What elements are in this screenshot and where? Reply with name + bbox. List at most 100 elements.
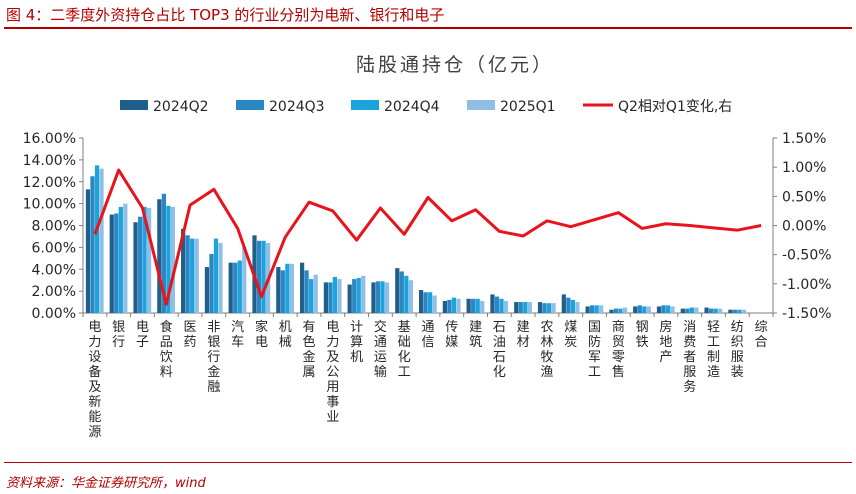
bar: [90, 176, 95, 313]
bar: [503, 300, 509, 313]
title-divider: [4, 27, 852, 29]
bar: [356, 278, 361, 313]
bar: [665, 305, 671, 313]
bar: [228, 262, 233, 313]
bar: [561, 294, 566, 313]
bar: [499, 298, 504, 313]
bar: [680, 308, 685, 314]
bar: [599, 305, 604, 313]
bar: [380, 281, 385, 313]
bar: [299, 262, 305, 313]
bar: [194, 238, 199, 314]
source-note: 资料来源：华金证券研究所，wind: [6, 476, 206, 491]
legend-label: 2024Q3: [269, 99, 325, 115]
right-tick-label: 1.50%: [782, 131, 826, 147]
left-tick-label: 14.00%: [23, 153, 76, 169]
bar: [213, 238, 219, 314]
bar: [261, 240, 266, 313]
bar: [709, 308, 714, 314]
x-tick-label: 机械: [279, 320, 292, 350]
bar: [594, 305, 599, 313]
bar: [395, 268, 400, 313]
bar: [114, 213, 119, 313]
right-tick-label: -0.50%: [782, 248, 832, 264]
bar: [537, 302, 543, 313]
bar: [689, 307, 694, 313]
x-tick-label: 轻工制造: [707, 320, 720, 380]
bar: [399, 271, 404, 313]
bar: [646, 306, 651, 313]
bar: [361, 275, 366, 313]
bar: [280, 270, 285, 313]
x-tick-label: 国防军工: [588, 320, 601, 380]
bar: [542, 303, 547, 313]
bars: [85, 165, 747, 314]
right-tick-label: -1.50%: [782, 306, 832, 322]
right-tick-label: -1.00%: [782, 277, 832, 293]
bar: [685, 308, 690, 314]
bar: [304, 270, 309, 313]
legend-label: 2024Q2: [153, 99, 209, 115]
legend: 2024Q2 2024Q3 2024Q4 2025Q1 Q2相对Q1变化,右: [120, 99, 732, 115]
x-tick-label: 通信: [421, 320, 434, 350]
bar: [490, 294, 495, 313]
bar: [237, 260, 242, 313]
bar: [313, 274, 318, 313]
change-line: [93, 168, 762, 306]
bar: [85, 189, 91, 313]
bar: [242, 247, 247, 314]
bar: [157, 199, 162, 313]
x-tick-label: 建筑: [469, 320, 482, 350]
bar: [570, 299, 575, 314]
bar: [694, 307, 699, 313]
bar: [480, 300, 485, 313]
bar: [718, 308, 723, 314]
change-line-path: [93, 168, 762, 306]
bar: [609, 309, 614, 313]
left-tick-label: 0.00%: [32, 306, 76, 322]
bar: [142, 206, 147, 313]
x-tick-label: 石油石化: [493, 320, 506, 380]
footer-divider: [4, 462, 852, 463]
bar: [447, 299, 452, 314]
bar: [633, 306, 638, 313]
left-tick-label: 10.00%: [23, 197, 76, 213]
bar: [585, 306, 590, 313]
x-tick-label: 电子: [136, 320, 149, 350]
bar: [456, 298, 461, 313]
bar: [352, 279, 357, 313]
legend-swatch: [120, 100, 148, 110]
bar: [408, 280, 413, 313]
bar: [99, 168, 104, 314]
x-tick-label: 交通运输: [374, 319, 387, 380]
bar: [109, 214, 114, 313]
bar: [418, 290, 424, 313]
bar: [147, 208, 152, 313]
bar: [618, 308, 623, 314]
right-tick-label: 1.00%: [782, 160, 826, 176]
bar: [713, 308, 718, 314]
legend-label: 2024Q4: [384, 99, 440, 115]
bar: [471, 298, 476, 313]
x-tick-label: 食品饮料: [160, 319, 173, 380]
bar: [546, 303, 552, 313]
bar: [161, 193, 166, 313]
left-tick-label: 12.00%: [23, 175, 76, 191]
bar: [527, 302, 532, 313]
bar: [518, 302, 523, 313]
bar: [642, 306, 647, 313]
bar: [551, 303, 556, 313]
bar: [741, 309, 747, 313]
x-tick-label: 煤炭: [564, 320, 577, 350]
x-tick-label: 综合: [755, 320, 768, 350]
bar: [661, 305, 666, 313]
bar: [514, 302, 519, 313]
x-tick-label: 有色金属: [303, 320, 316, 380]
bar: [185, 235, 190, 313]
legend-label: 2025Q1: [500, 99, 556, 115]
bar: [209, 253, 214, 313]
bar: [233, 262, 238, 313]
legend-swatch: [467, 100, 495, 110]
x-tick-label: 非银行金融: [207, 320, 220, 395]
figure-title: 图 4：二季度外资持仓占比 TOP3 的行业分别为电新、银行和电子: [6, 6, 445, 24]
